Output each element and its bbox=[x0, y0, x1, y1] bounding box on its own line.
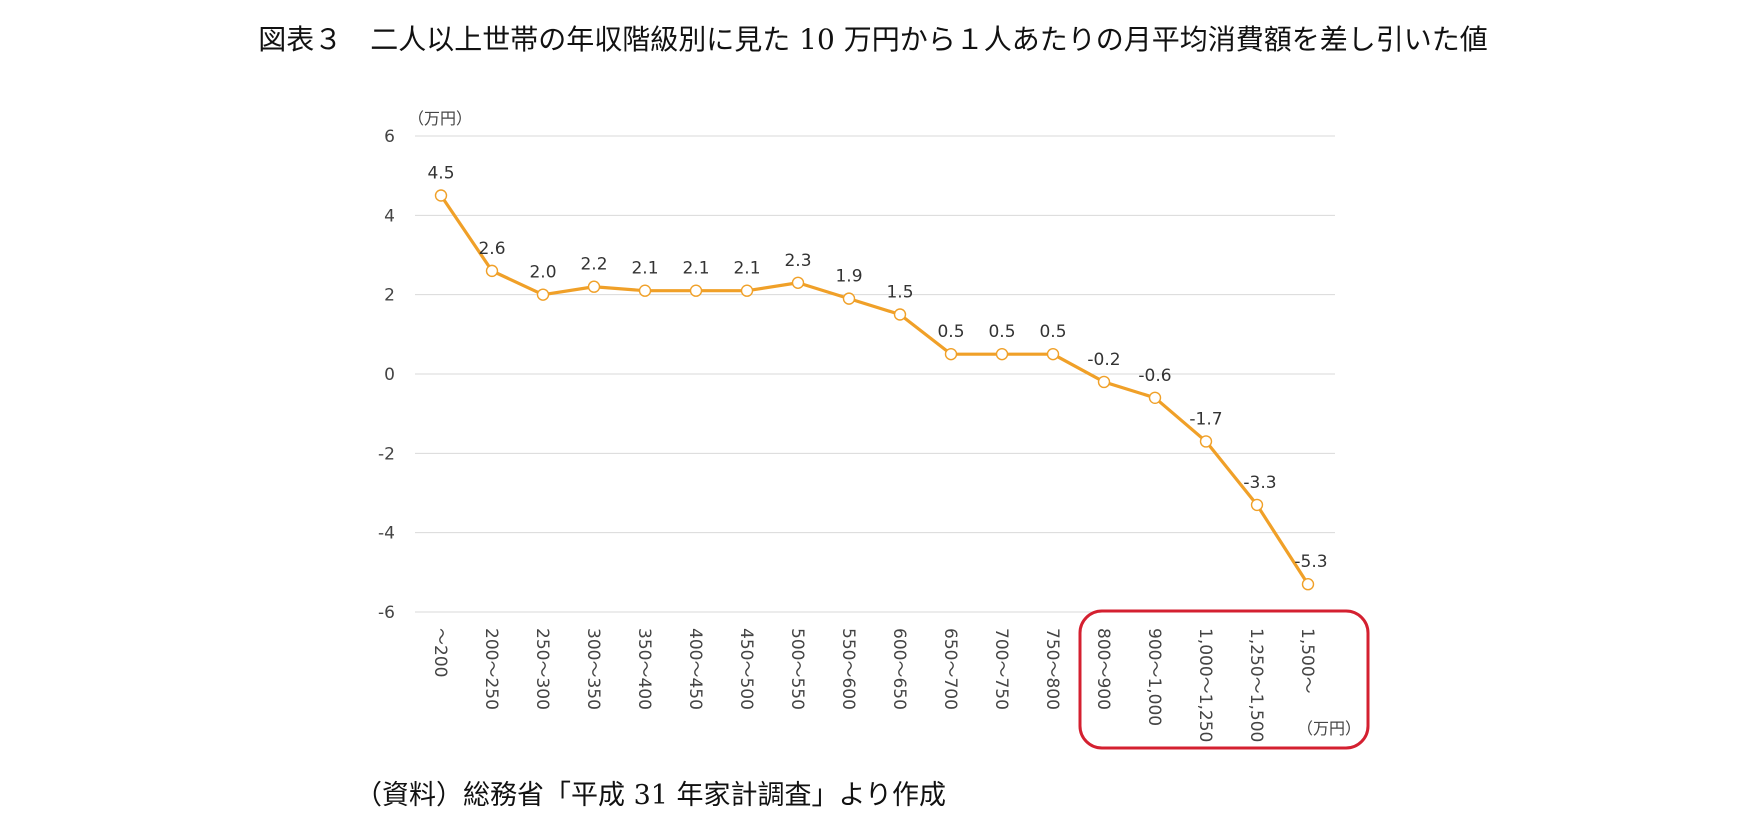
x-tick-label: 500～550 bbox=[787, 628, 807, 710]
x-tick-label: 450～500 bbox=[736, 628, 756, 710]
y-tick-label: 6 bbox=[384, 127, 395, 147]
x-tick-label: 900～1,000 bbox=[1144, 628, 1164, 726]
y-tick-label: -6 bbox=[378, 603, 395, 623]
data-point bbox=[638, 284, 652, 297]
data-label: 1.9 bbox=[835, 267, 862, 287]
x-tick-label: 700～750 bbox=[991, 628, 1011, 710]
data-points bbox=[434, 189, 1315, 591]
data-point bbox=[1199, 435, 1213, 448]
data-labels: 4.5 2.6 2.0 2.2 2.1 2.1 2.1 2.3 1.9 1.5 0.5 0.5 0.5 -… bbox=[427, 164, 1327, 573]
x-axis-categories: ～200 200～250 250～300 300～350 350～400 400～450 4… bbox=[430, 628, 1317, 742]
data-label: 0.5 bbox=[937, 322, 964, 342]
highlight-box bbox=[1078, 609, 1370, 750]
x-tick-label: 350～400 bbox=[634, 628, 654, 710]
data-point bbox=[434, 189, 448, 202]
data-point bbox=[1097, 375, 1111, 389]
x-tick-label: 650～700 bbox=[940, 628, 960, 710]
data-label: 2.1 bbox=[682, 259, 709, 279]
data-label: 1.5 bbox=[886, 283, 913, 303]
data-label: -1.7 bbox=[1189, 409, 1222, 429]
data-point bbox=[740, 284, 754, 297]
data-point bbox=[536, 288, 550, 301]
x-axis-unit: （万円） bbox=[1297, 719, 1361, 738]
data-point bbox=[1250, 498, 1264, 512]
data-point bbox=[944, 347, 958, 361]
data-label: -0.2 bbox=[1087, 350, 1120, 370]
chart-title: 図表３ 二人以上世帯の年収階級別に見た 10 万円から１人あたりの月平均消費額を… bbox=[258, 23, 1488, 56]
x-tick-label: 250～300 bbox=[532, 628, 552, 710]
data-point bbox=[485, 264, 499, 278]
gridlines bbox=[415, 135, 1335, 613]
data-point bbox=[689, 284, 703, 297]
data-label: -5.3 bbox=[1294, 552, 1327, 572]
data-label: 0.5 bbox=[1039, 322, 1066, 342]
x-tick-label: 750～800 bbox=[1042, 628, 1062, 710]
data-point bbox=[893, 308, 907, 321]
y-tick-label: 0 bbox=[384, 365, 395, 385]
y-tick-label: -4 bbox=[378, 524, 395, 544]
data-label: -3.3 bbox=[1243, 473, 1276, 493]
data-label: -0.6 bbox=[1138, 366, 1171, 386]
x-tick-label: 400～450 bbox=[685, 628, 705, 710]
y-axis-ticks: 6 4 2 0 -2 -4 -6 bbox=[378, 127, 395, 623]
data-point bbox=[791, 276, 805, 289]
data-label: 0.5 bbox=[988, 322, 1015, 342]
data-label: 2.0 bbox=[529, 263, 556, 283]
x-tick-label: 1,000～1,250 bbox=[1195, 628, 1215, 742]
x-tick-label: 300～350 bbox=[583, 628, 603, 710]
x-tick-label: 200～250 bbox=[481, 628, 501, 710]
data-label: 4.5 bbox=[427, 164, 454, 184]
data-label: 2.1 bbox=[733, 259, 760, 279]
x-tick-label: 1,500～ bbox=[1297, 628, 1317, 694]
source-note: （資料）総務省「平成 31 年家計調査」より作成 bbox=[355, 780, 946, 811]
y-tick-label: 4 bbox=[384, 206, 395, 226]
y-tick-label: 2 bbox=[384, 286, 395, 306]
data-point bbox=[1301, 578, 1315, 591]
y-tick-label: -2 bbox=[378, 444, 395, 464]
x-tick-label: 800～900 bbox=[1093, 628, 1113, 710]
x-tick-label: ～200 bbox=[430, 628, 450, 677]
x-tick-label: 600～650 bbox=[889, 628, 909, 710]
data-label: 2.1 bbox=[631, 259, 658, 279]
data-label: 2.3 bbox=[784, 251, 811, 271]
data-label: 2.6 bbox=[478, 239, 505, 259]
data-point bbox=[995, 347, 1009, 361]
data-point bbox=[587, 280, 601, 293]
data-point bbox=[842, 292, 856, 305]
x-tick-label: 1,250～1,500 bbox=[1246, 628, 1266, 742]
series-line bbox=[439, 194, 1310, 586]
data-point bbox=[1046, 347, 1060, 361]
y-axis-unit: （万円） bbox=[408, 109, 472, 128]
data-label: 2.2 bbox=[580, 255, 607, 275]
data-point bbox=[1148, 391, 1162, 404]
x-tick-label: 550～600 bbox=[838, 628, 858, 710]
